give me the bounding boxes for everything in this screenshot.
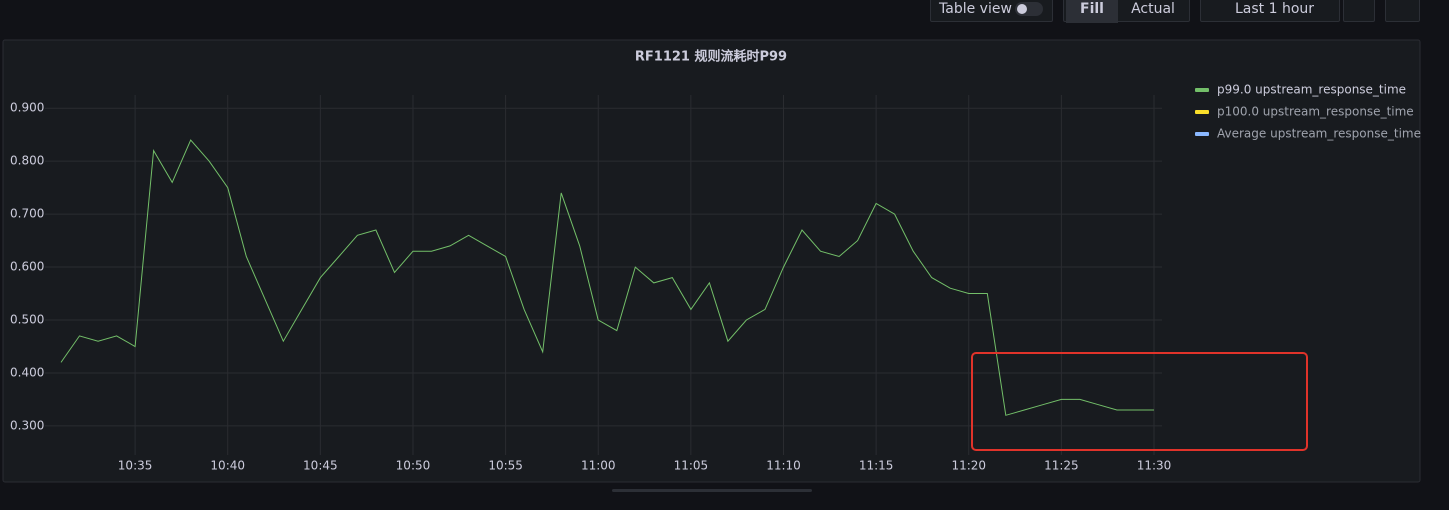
y-tick-label: 0.800 <box>10 154 44 168</box>
table-view-toggle[interactable]: Table view <box>930 0 1053 22</box>
x-tick-label: 10:50 <box>396 459 431 473</box>
y-tick-label: 0.300 <box>10 418 44 432</box>
y-tick-label: 0.900 <box>10 101 44 115</box>
refresh-button[interactable] <box>1385 0 1420 22</box>
switch-knob <box>1017 4 1027 14</box>
fill-actual-group: Fill Actual <box>1063 0 1190 23</box>
switch <box>1015 2 1043 16</box>
y-tick-label: 0.600 <box>10 260 44 274</box>
panel <box>2 39 1421 483</box>
time-picker[interactable]: Last 1 hour <box>1200 0 1340 22</box>
x-tick-label: 11:10 <box>766 459 801 473</box>
x-tick-label: 11:05 <box>674 459 709 473</box>
legend-swatch <box>1195 88 1209 92</box>
x-tick-label: 11:30 <box>1137 459 1172 473</box>
legend-swatch <box>1195 110 1209 114</box>
series-line <box>60 139 1154 416</box>
x-tick-label: 11:20 <box>951 459 986 473</box>
legend-label: p99.0 upstream_response_time <box>1217 83 1406 97</box>
legend-label: Average upstream_response_time <box>1217 127 1421 141</box>
chart-title: RF1121 规则流耗时P99 <box>635 49 787 65</box>
x-tick-label: 11:25 <box>1044 459 1079 473</box>
legend-swatch <box>1195 132 1209 136</box>
y-tick-label: 0.700 <box>10 207 44 221</box>
y-tick-label: 0.500 <box>10 313 44 327</box>
time-range-label: Last 1 hour <box>1235 1 1315 17</box>
x-tick-label: 10:55 <box>488 459 523 473</box>
x-tick-label: 11:15 <box>859 459 894 473</box>
x-tick-label: 11:00 <box>581 459 616 473</box>
x-tick-label: 10:35 <box>118 459 153 473</box>
x-tick-label: 10:40 <box>210 459 245 473</box>
x-tick-label: 10:45 <box>303 459 338 473</box>
highlight-box <box>971 352 1308 451</box>
fill-button[interactable]: Fill <box>1066 0 1118 23</box>
actual-button[interactable]: Actual <box>1131 1 1175 17</box>
y-tick-label: 0.400 <box>10 365 44 379</box>
table-view-label: Table view <box>939 1 1012 17</box>
legend-label: p100.0 upstream_response_time <box>1217 105 1414 119</box>
zoom-out-button[interactable] <box>1343 0 1375 22</box>
scrollbar <box>612 489 812 492</box>
